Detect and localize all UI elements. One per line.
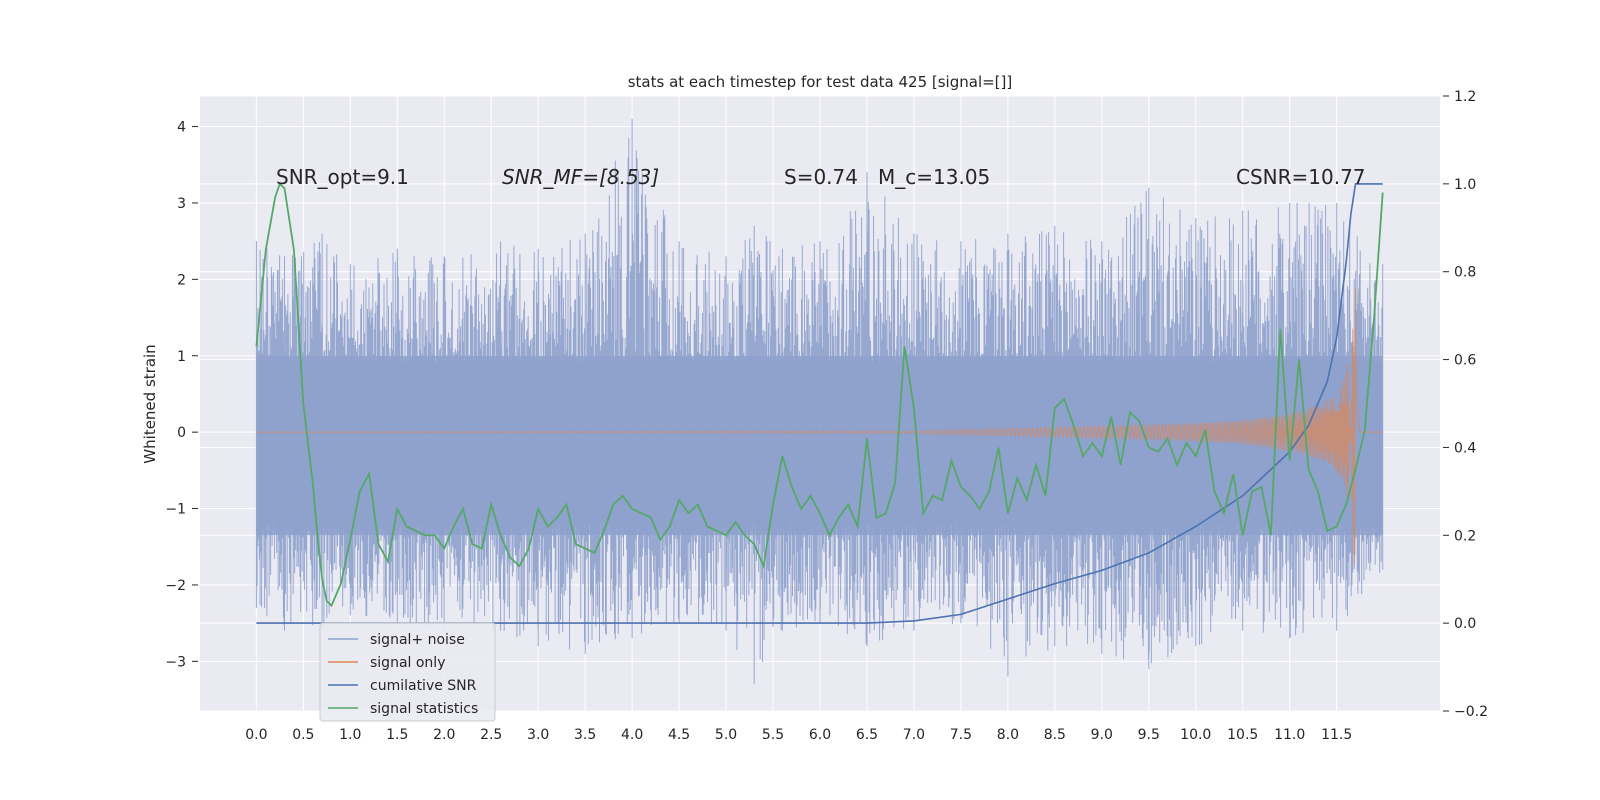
cumulative-snr-line xyxy=(256,183,1383,624)
signal-only-series xyxy=(256,288,1383,566)
x-tick-label: 2.0 xyxy=(433,727,455,743)
x-tick-label: 6.5 xyxy=(856,727,878,743)
x-tick-label: 1.0 xyxy=(339,727,361,743)
y-tick-label: 2 xyxy=(177,272,186,288)
right-y-tick-label: 0.6 xyxy=(1454,353,1476,369)
cumulative-snr-series xyxy=(256,183,1383,624)
y-axis-ticks: 4 3 2 1 0 −1 −2 −3 xyxy=(165,120,198,670)
x-tick-label: 3.5 xyxy=(574,727,596,743)
right-y-axis-ticks: 1.2 1.0 0.8 0.6 0.4 0.2 0.0 −0.2 xyxy=(1443,89,1488,720)
x-tick-label: 0.5 xyxy=(292,727,314,743)
x-tick-label: 11.5 xyxy=(1321,727,1352,743)
right-y-tick-label: −0.2 xyxy=(1454,704,1488,720)
x-tick-label: 6.0 xyxy=(809,727,831,743)
x-tick-label: 7.5 xyxy=(950,727,972,743)
x-tick-label: 0.0 xyxy=(245,727,267,743)
x-tick-label: 4.0 xyxy=(621,727,643,743)
annotation-snr-opt: SNR_opt=9.1 xyxy=(276,165,409,189)
signal-noise-series xyxy=(255,118,1384,685)
right-y-tick-label: 0.8 xyxy=(1454,265,1476,281)
x-tick-label: 5.5 xyxy=(762,727,784,743)
y-axis-label: Whitened strain xyxy=(141,344,159,463)
x-axis-ticks: 0.0 0.5 1.0 1.5 2.0 2.5 3.0 3.5 4.0 4.5 5.0 5.5 6.0 6… xyxy=(245,727,1352,743)
x-tick-label: 2.5 xyxy=(480,727,502,743)
annotation-s: S=0.74 xyxy=(784,165,858,189)
x-tick-label: 9.5 xyxy=(1138,727,1160,743)
right-y-tick-label: 0.4 xyxy=(1454,440,1476,456)
x-tick-label: 9.0 xyxy=(1091,727,1113,743)
signal-statistics-series xyxy=(255,182,1384,608)
x-tick-label: 11.0 xyxy=(1274,727,1305,743)
x-tick-label: 1.5 xyxy=(386,727,408,743)
y-tick-label: −2 xyxy=(165,578,186,594)
legend-label-cumulative-snr: cumilative SNR xyxy=(370,678,477,694)
legend: signal+ noise signal only cumilative SNR… xyxy=(319,622,496,722)
legend-box xyxy=(319,622,496,722)
annotations: SNR_opt=9.1 SNR_MF=[8.53] S=0.74 M_c=13.… xyxy=(276,165,1366,189)
x-tick-label: 10.0 xyxy=(1180,727,1211,743)
signal-only-line xyxy=(256,288,1383,566)
chart-title: stats at each timestep for test data 425… xyxy=(628,73,1013,91)
y-tick-label: 3 xyxy=(177,196,186,212)
x-tick-label: 3.0 xyxy=(527,727,549,743)
annotation-mc: M_c=13.05 xyxy=(878,165,990,189)
y-tick-label: −1 xyxy=(165,502,186,518)
x-tick-label: 5.0 xyxy=(715,727,737,743)
y-tick-label: 4 xyxy=(177,120,186,136)
right-y-tick-label: 0.2 xyxy=(1454,528,1476,544)
x-tick-label: 4.5 xyxy=(668,727,690,743)
x-tick-label: 7.0 xyxy=(903,727,925,743)
legend-label-signal-noise: signal+ noise xyxy=(370,632,465,648)
x-tick-label: 8.0 xyxy=(997,727,1019,743)
right-y-tick-label: 1.2 xyxy=(1454,89,1476,105)
legend-label-signal-statistics: signal statistics xyxy=(370,701,478,717)
annotation-csnr: CSNR=10.77 xyxy=(1236,165,1366,189)
right-y-tick-label: 1.0 xyxy=(1454,177,1476,193)
x-tick-label: 8.5 xyxy=(1044,727,1066,743)
x-tick-label: 10.5 xyxy=(1227,727,1258,743)
right-y-tick-label: 0.0 xyxy=(1454,616,1476,632)
y-tick-label: 1 xyxy=(177,349,186,365)
y-tick-label: −3 xyxy=(165,654,186,670)
annotation-snr-mf: SNR_MF=[8.53] xyxy=(502,165,659,189)
y-tick-label: 0 xyxy=(177,425,186,441)
signal-statistics-line xyxy=(255,182,1384,608)
legend-label-signal-only: signal only xyxy=(370,655,445,671)
